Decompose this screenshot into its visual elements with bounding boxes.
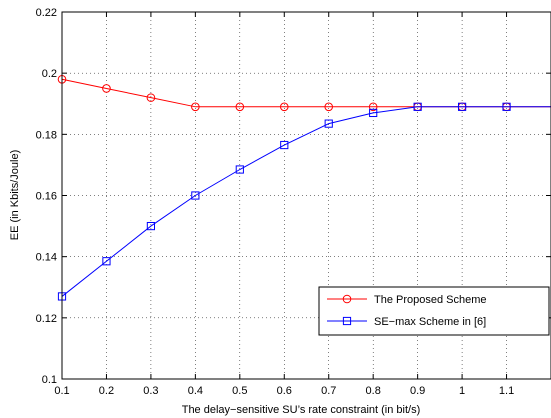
- y-tick-label: 0.2: [42, 68, 57, 80]
- x-tick-label: 1.1: [499, 385, 514, 397]
- x-tick-label: 0.7: [321, 385, 336, 397]
- data-point: [502, 102, 511, 111]
- data-point: [368, 102, 378, 112]
- legend-marker: [342, 316, 352, 326]
- data-point: [146, 221, 156, 231]
- legend-marker: [342, 294, 352, 304]
- data-point: [369, 108, 378, 118]
- data-point: [102, 257, 111, 266]
- data-point: [324, 119, 333, 128]
- data-point: [235, 165, 244, 174]
- y-tick-label: 0.18: [36, 129, 57, 141]
- legend-label: SE−max Scheme in [6]: [374, 316, 486, 328]
- legend: The Proposed Scheme SE−max Scheme in [6]: [318, 286, 550, 336]
- series-2: [57, 102, 551, 301]
- x-tick-label: 0.3: [143, 385, 158, 397]
- x-axis-label: The delay−sensitive SU’s rate constraint…: [182, 404, 421, 416]
- axis-ticks: 0.1 0.2 0.3 0.4 0.5 0.6 0.7 0.8 0.9 1 1.1 0.1 0.12 0.…: [36, 7, 551, 397]
- y-tick-label: 0.22: [36, 7, 57, 19]
- y-tick-label: 0.14: [36, 252, 57, 264]
- data-point: [102, 84, 111, 93]
- series-line: [61, 106, 551, 297]
- legend-box: [318, 286, 550, 336]
- x-tick-label: 0.6: [277, 385, 292, 397]
- series-layer: [57, 74, 551, 301]
- y-tick-label: 0.16: [36, 191, 57, 203]
- data-point: [413, 102, 422, 111]
- data-point: [191, 191, 200, 200]
- x-tick-label: 0.5: [232, 385, 247, 397]
- x-tick-label: 0.8: [366, 385, 381, 397]
- x-tick-label: 0.1: [54, 385, 69, 397]
- y-axis-label: EE (in Kbits/Joule): [9, 150, 21, 240]
- data-point: [324, 102, 334, 112]
- y-tick-label: 0.12: [36, 313, 57, 325]
- x-tick-label: 0.2: [99, 385, 114, 397]
- x-tick-label: 0.9: [410, 385, 425, 397]
- data-point: [280, 140, 289, 150]
- data-point: [191, 102, 200, 112]
- data-point: [235, 102, 245, 112]
- data-point: [146, 93, 156, 102]
- x-tick-label: 1: [459, 385, 465, 397]
- x-tick-label: 0.4: [188, 385, 203, 397]
- data-point: [279, 102, 289, 112]
- data-point: [457, 102, 467, 111]
- y-tick-label: 0.1: [42, 374, 57, 386]
- legend-label: The Proposed Scheme: [374, 294, 487, 306]
